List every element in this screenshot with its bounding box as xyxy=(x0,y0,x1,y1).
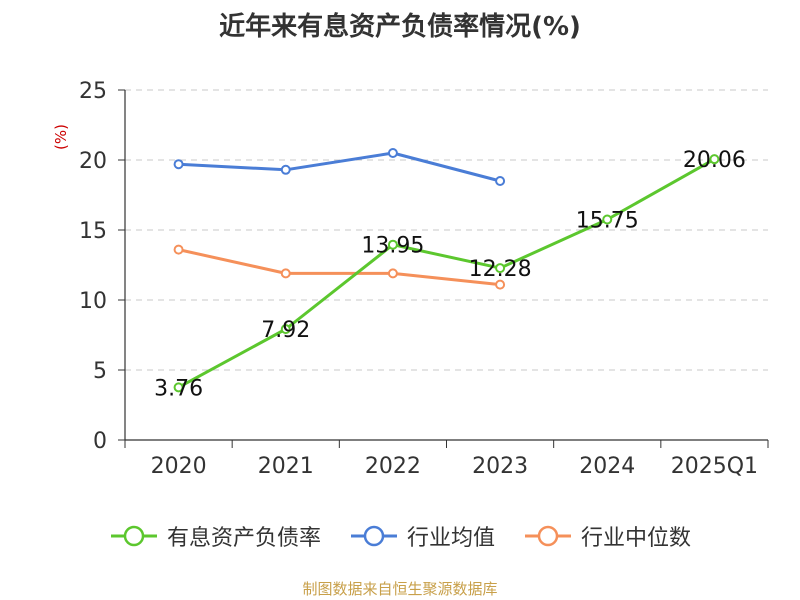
y-tick-label: 20 xyxy=(79,149,107,174)
data-point xyxy=(387,268,398,279)
data-point xyxy=(280,164,291,175)
data-point xyxy=(387,239,398,250)
y-tick-label: 15 xyxy=(79,219,107,244)
data-label: 13.95 xyxy=(361,234,424,259)
legend-item-debt-ratio[interactable]: 有息资产负债率 xyxy=(109,520,321,552)
data-point xyxy=(173,159,184,170)
x-tick-label: 2023 xyxy=(472,454,528,479)
chart-title: 近年来有息资产负债率情况(%) xyxy=(219,12,581,42)
series-line xyxy=(178,151,501,183)
legend-marker-industry-median xyxy=(525,525,571,547)
data-point xyxy=(173,244,184,255)
legend-label-industry-mean: 行业均值 xyxy=(406,526,495,551)
legend-marker-debt-ratio xyxy=(110,525,157,547)
data-label: 7.92 xyxy=(261,318,310,343)
x-tick-label: 2020 xyxy=(151,454,207,479)
y-tick-label: 10 xyxy=(79,289,107,314)
data-point xyxy=(495,279,506,290)
data-point xyxy=(602,214,613,225)
x-tick-label: 2025Q1 xyxy=(671,454,758,479)
data-point xyxy=(387,148,398,158)
legend-marker-industry-mean xyxy=(350,525,397,547)
data-point xyxy=(280,268,291,279)
data-label: 15.75 xyxy=(576,209,639,234)
x-tick-label: 2024 xyxy=(579,454,635,479)
data-point xyxy=(280,324,291,335)
x-tick-label: 2021 xyxy=(258,454,314,479)
data-point xyxy=(495,263,506,274)
series-line xyxy=(178,248,501,287)
data-label: 12.28 xyxy=(469,257,532,282)
y-tick-label: 5 xyxy=(93,359,107,384)
legend-label-debt-ratio: 有息资产负债率 xyxy=(166,526,321,551)
data-label: 20.06 xyxy=(683,148,746,173)
legend-label-industry-median: 行业中位数 xyxy=(581,526,692,551)
data-source: 制图数据来自恒生聚源数据库 xyxy=(302,580,498,598)
legend-item-industry-mean[interactable]: 行业均值 xyxy=(349,520,495,552)
legend: 有息资产负债率 行业均值 行业中位数 xyxy=(0,520,800,552)
data-point xyxy=(709,154,720,165)
data-point xyxy=(173,382,184,393)
legend-item-industry-median[interactable]: 行业中位数 xyxy=(523,520,691,552)
data-point xyxy=(495,176,506,186)
data-label: 3.76 xyxy=(154,376,203,401)
series-line xyxy=(177,157,716,389)
y-tick-label: 25 xyxy=(79,79,107,104)
y-tick-label: 0 xyxy=(93,429,107,454)
x-tick-label: 2022 xyxy=(365,454,421,479)
